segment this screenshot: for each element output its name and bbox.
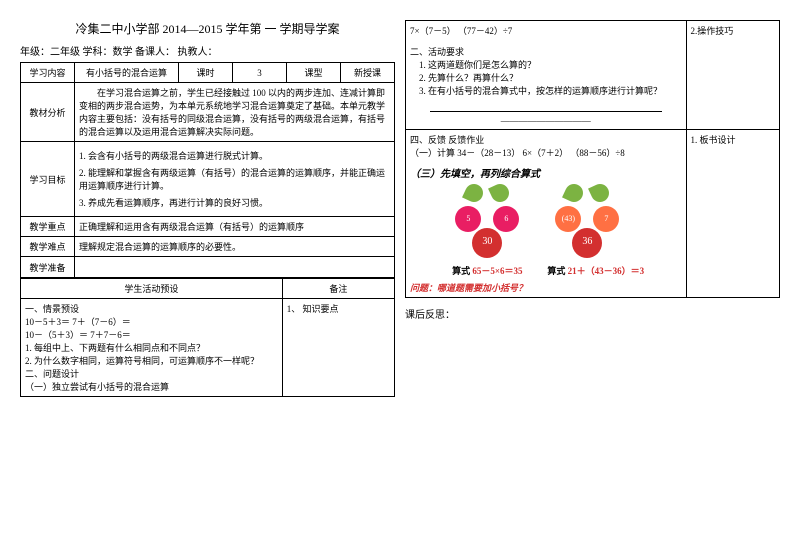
right-note-cell-2: 1. 板书设计 bbox=[686, 130, 780, 298]
section2-title: 二、活动要求 bbox=[410, 45, 682, 58]
expr-prefix: 算式 bbox=[547, 266, 565, 276]
row-difficulty-label: 教学难点 bbox=[21, 237, 75, 257]
row-keypoint-label: 教学重点 bbox=[21, 217, 75, 237]
petal-left-text: 5 bbox=[455, 214, 481, 223]
period-label: 课时 bbox=[179, 63, 233, 83]
type-value: 新授课 bbox=[341, 63, 395, 83]
petal-left-text: (43) bbox=[555, 214, 581, 223]
lesson-plan-table: 学习内容 有小括号的混合运算 课时 3 课型 新授课 教材分析 在学习混合运算之… bbox=[20, 62, 395, 278]
doc-title: 冷集二中小学部 2014—2015 学年第 一 学期导学案 bbox=[20, 20, 395, 37]
goal-item: 1. 会含有小括号的两级混合运算进行脱式计算。 bbox=[79, 149, 390, 162]
flower-group-2: + - (43) 7 36 算式 21＋（43－36）＝3 bbox=[547, 184, 644, 277]
petal-right: 6 bbox=[493, 206, 519, 232]
row-goals-values: 1. 会含有小括号的两级混合运算进行脱式计算。 2. 能理解和掌握含有两级运算（… bbox=[75, 142, 395, 217]
blank-line bbox=[430, 101, 662, 112]
separator: —————————— bbox=[410, 116, 682, 126]
expr-2: 算式 21＋（43－36）＝3 bbox=[547, 264, 644, 277]
right-table: 7×（7－5） （77－42）÷7 二、活动要求 1. 这两道题你们是怎么算的？… bbox=[405, 20, 780, 298]
petal-left: 5 bbox=[455, 206, 481, 232]
leaf-icon bbox=[462, 181, 486, 205]
ask-line: 问题：哪道题需要加小括号？ bbox=[410, 281, 682, 294]
expr-text: 65－5×6＝35 bbox=[472, 266, 522, 276]
activity-table: 学生活动预设 备注 一、情景预设 10－5＋3＝ 7＋（7－6）＝ 10－（5＋… bbox=[20, 278, 395, 397]
type-label: 课型 bbox=[287, 63, 341, 83]
op-right: - bbox=[513, 198, 516, 207]
right-page: 7×（7－5） （77－42）÷7 二、活动要求 1. 这两道题你们是怎么算的？… bbox=[405, 20, 780, 397]
leaf-icon bbox=[588, 181, 612, 205]
row-goals-label: 学习目标 bbox=[21, 142, 75, 217]
row-keypoint-value: 正确理解和运用含有两级混合运算（有括号）的运算顺序 bbox=[75, 217, 395, 237]
hw-line: （一）计算 34－（28－13） 6×（7＋2） （88－56）÷8 bbox=[410, 146, 682, 159]
center-ball: 36 bbox=[572, 228, 602, 258]
center-text: 30 bbox=[472, 236, 502, 247]
right-feedback-cell: 四、反馈 反馈作业 （一）计算 34－（28－13） 6×（7＋2） （88－5… bbox=[406, 130, 687, 298]
leaf-icon bbox=[562, 181, 586, 205]
period-value: 3 bbox=[233, 63, 287, 83]
scenario-line: 10－（5＋3）＝ 7＋7－6＝ bbox=[25, 328, 278, 341]
petal-right-text: 7 bbox=[593, 214, 619, 223]
center-ball: 30 bbox=[472, 228, 502, 258]
petal-right: 7 bbox=[593, 206, 619, 232]
scenario-q2: 2. 为什么数字相同，运算符号相同，可运算顺序不一样呢？ bbox=[25, 354, 278, 367]
scenario-sub: （一）独立尝试有小括号的混合运算 bbox=[25, 380, 278, 393]
petal-right-text: 6 bbox=[493, 214, 519, 223]
left-page: 冷集二中小学部 2014—2015 学年第 一 学期导学案 年级：二年级 学科：… bbox=[20, 20, 395, 397]
leaf-icon bbox=[488, 181, 512, 205]
flower-1: - - 5 6 30 bbox=[447, 184, 527, 264]
activity-q1: 1. 这两道题你们是怎么算的？ bbox=[410, 58, 682, 71]
activity-header-left: 学生活动预设 bbox=[21, 279, 283, 299]
flower-2: + - (43) 7 36 bbox=[547, 184, 627, 264]
row-material-value: 在学习混合运算之前，学生已经接触过 100 以内的两步连加、连减计算即变相的两步… bbox=[75, 83, 395, 142]
scenario-title2: 二、问题设计 bbox=[25, 367, 278, 380]
right-note-cell-1: 2.操作技巧 bbox=[686, 21, 780, 130]
expr-text: 21＋（43－36）＝3 bbox=[568, 266, 645, 276]
section4-title: 四、反馈 反馈作业 bbox=[410, 133, 682, 146]
activity-header-right: 备注 bbox=[282, 279, 394, 299]
scenario-cell: 一、情景预设 10－5＋3＝ 7＋（7－6）＝ 10－（5＋3）＝ 7＋7－6＝… bbox=[21, 299, 283, 397]
center-text: 36 bbox=[572, 236, 602, 247]
row-material-label: 教材分析 bbox=[21, 83, 75, 142]
row-study-content-label: 学习内容 bbox=[21, 63, 75, 83]
goal-item: 2. 能理解和掌握含有两级运算（有括号）的混合运算的运算顺序，并能正确运用运算顺… bbox=[79, 166, 390, 192]
goal-item: 3. 养成先看运算顺序，再进行计算的良好习惯。 bbox=[79, 196, 390, 209]
scenario-q1: 1. 每组中上、下两题有什么相同点和不同点？ bbox=[25, 341, 278, 354]
petal-left: (43) bbox=[555, 206, 581, 232]
problems-line: 7×（7－5） （77－42）÷7 bbox=[410, 24, 682, 37]
right-content-cell: 7×（7－5） （77－42）÷7 二、活动要求 1. 这两道题你们是怎么算的？… bbox=[406, 21, 687, 130]
footer-reflection: 课后反思： bbox=[405, 306, 780, 321]
row-difficulty-value: 理解规定混合运算的运算顺序的必要性。 bbox=[75, 237, 395, 257]
scenario-title: 一、情景预设 bbox=[25, 302, 278, 315]
op-right: - bbox=[613, 198, 616, 207]
flower-row: - - 5 6 30 算式 65－5×6＝35 + bbox=[410, 184, 682, 277]
hw-title: 反馈作业 bbox=[448, 135, 484, 145]
activity-q2: 2. 先算什么？再算什么？ bbox=[410, 71, 682, 84]
flower-group-1: - - 5 6 30 算式 65－5×6＝35 bbox=[447, 184, 527, 277]
activity-q3: 3. 在有小括号的混合算式中，按怎样的运算顺序进行计算呢？ bbox=[410, 84, 682, 97]
row-prep-label: 教学准备 bbox=[21, 257, 75, 278]
fill-title: （三）先填空，再列综合算式 bbox=[410, 165, 682, 180]
expr-prefix: 算式 bbox=[452, 266, 470, 276]
op-left: - bbox=[459, 198, 462, 207]
scenario-line: 10－5＋3＝ 7＋（7－6）＝ bbox=[25, 315, 278, 328]
row-prep-value bbox=[75, 257, 395, 278]
note-cell: 1、 知识要点 bbox=[282, 299, 394, 397]
expr-1: 算式 65－5×6＝35 bbox=[447, 264, 527, 277]
doc-subtitle: 年级：二年级 学科：数学 备课人： 执教人： bbox=[20, 43, 395, 58]
row-study-content-value: 有小括号的混合运算 bbox=[75, 63, 179, 83]
section4-label: 四、反馈 bbox=[410, 135, 446, 145]
